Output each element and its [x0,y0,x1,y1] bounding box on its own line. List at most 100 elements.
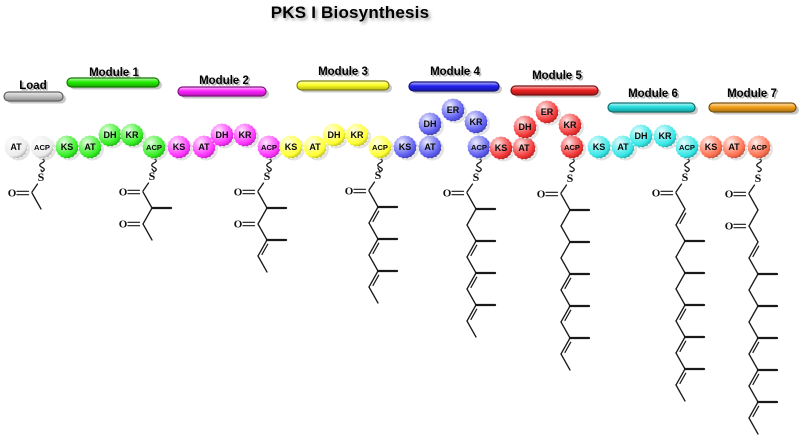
domain-at-ball: AT [512,136,538,162]
product-structure: S O O [234,157,288,273]
domain-acp-ball: ACP [257,135,283,161]
domain-acp-ball: ACP [368,135,394,161]
domain-ks-ball: KS [167,135,193,161]
domain-label: KS [399,142,412,152]
domain-label: AT [309,142,321,152]
module-label-shadow: Module 3 [320,68,370,80]
thioester-linker [266,157,272,173]
module-label: Module 5 [532,70,582,82]
sulfur-atom: S [473,170,480,184]
module-bar [607,102,696,113]
double-bond [679,308,687,321]
module-label-shadow: Load [21,82,48,94]
domain-label: AT [617,142,629,152]
double-bond [564,309,572,322]
domain-label: DH [519,122,532,132]
domain-dh-ball: DH [418,112,444,138]
domain-dh-ball: DH [210,123,236,149]
double-bond [564,277,572,290]
domain-label: KS [61,142,74,152]
double-bond [752,341,760,354]
domain-acp-ball: ACP [747,135,773,161]
domain-label: ER [447,105,460,115]
sulfur-atom: S [567,171,574,185]
sulfur-atom: S [38,170,45,184]
domain-er-ball: ER [441,98,467,124]
domain-kr-ball: KR [233,123,259,149]
module-label-shadow: Module 4 [432,68,482,80]
domain-kr-ball: KR [345,123,371,149]
oxygen-atom: O [725,221,734,233]
module-label-shadow: Module 2 [201,77,251,89]
domain-ks-ball: KS [587,135,613,161]
sulfur-atom: S [682,170,689,184]
thioester-linker [684,157,690,173]
domain-acp-ball: ACP [560,135,586,161]
double-bond [470,276,478,289]
thioester-linker [475,157,482,173]
module-bar [708,102,797,113]
oxygen-atom: O [234,187,243,199]
domain-label: AT [424,142,436,152]
domain-acp-ball: ACP [30,135,56,161]
domain-label: ER [541,107,554,117]
domain-label: DH [328,130,341,140]
domain-label: AT [10,142,22,152]
domain-label: ACP [679,143,695,152]
thioester-linker [151,157,157,173]
domain-label: KR [659,131,672,141]
oxygen-atom: O [345,186,354,198]
domain-kr-ball: KR [464,110,490,136]
domain-kr-ball: KR [120,123,146,149]
double-bond [470,244,478,257]
product-structure: SO [345,157,399,304]
thioester-linker [39,157,45,173]
double-bond [679,212,687,225]
product-structure: SO [443,157,497,338]
domain-label: ACP [372,143,388,152]
domain-label: ACP [751,143,767,152]
domain-acp-ball: ACP [467,135,493,161]
domain-kr-ball: KR [558,113,584,139]
sulfur-atom: S [149,169,156,183]
domain-label: KS [593,142,606,152]
thioester-linker [377,157,383,173]
domain-at-ball: AT [418,135,444,161]
domain-dh-ball: DH [322,123,348,149]
domain-at-ball: AT [192,135,218,161]
thioester-linker [569,157,575,173]
sulfur-atom: S [375,168,382,182]
module-label: Module 4 [430,66,480,78]
domain-ks-ball: KS [393,135,419,161]
domain-label: KS [285,142,298,152]
module-label-shadow: Module 5 [534,72,584,84]
domain-label: KS [173,142,186,152]
product-structure: SO [652,157,706,402]
sulfur-atom: S [264,169,271,183]
module-label: Module 1 [89,67,139,79]
product-structure: SO [8,157,45,210]
domain-label: KR [126,130,139,140]
domain-ks-ball: KS [279,135,305,161]
domain-at-ball: AT [4,135,30,161]
double-bond [679,340,687,353]
domain-er-ball: ER [535,100,561,126]
oxygen-atom: O [443,188,452,200]
module-label: Module 3 [318,66,368,78]
oxygen-atom: O [8,188,17,200]
oxygen-atom: O [652,188,661,200]
domain-at-ball: AT [611,135,637,161]
product-structure: SO [537,157,591,371]
oxygen-atom: O [537,189,546,201]
double-bond [372,274,380,287]
double-bond [752,373,760,386]
oxygen-atom: O [119,187,128,199]
module-label-shadow: Module 1 [91,69,141,81]
